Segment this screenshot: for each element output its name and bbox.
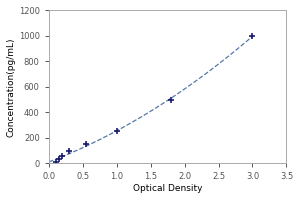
Y-axis label: Concentration(pg/mL): Concentration(pg/mL): [7, 37, 16, 137]
X-axis label: Optical Density: Optical Density: [133, 184, 202, 193]
